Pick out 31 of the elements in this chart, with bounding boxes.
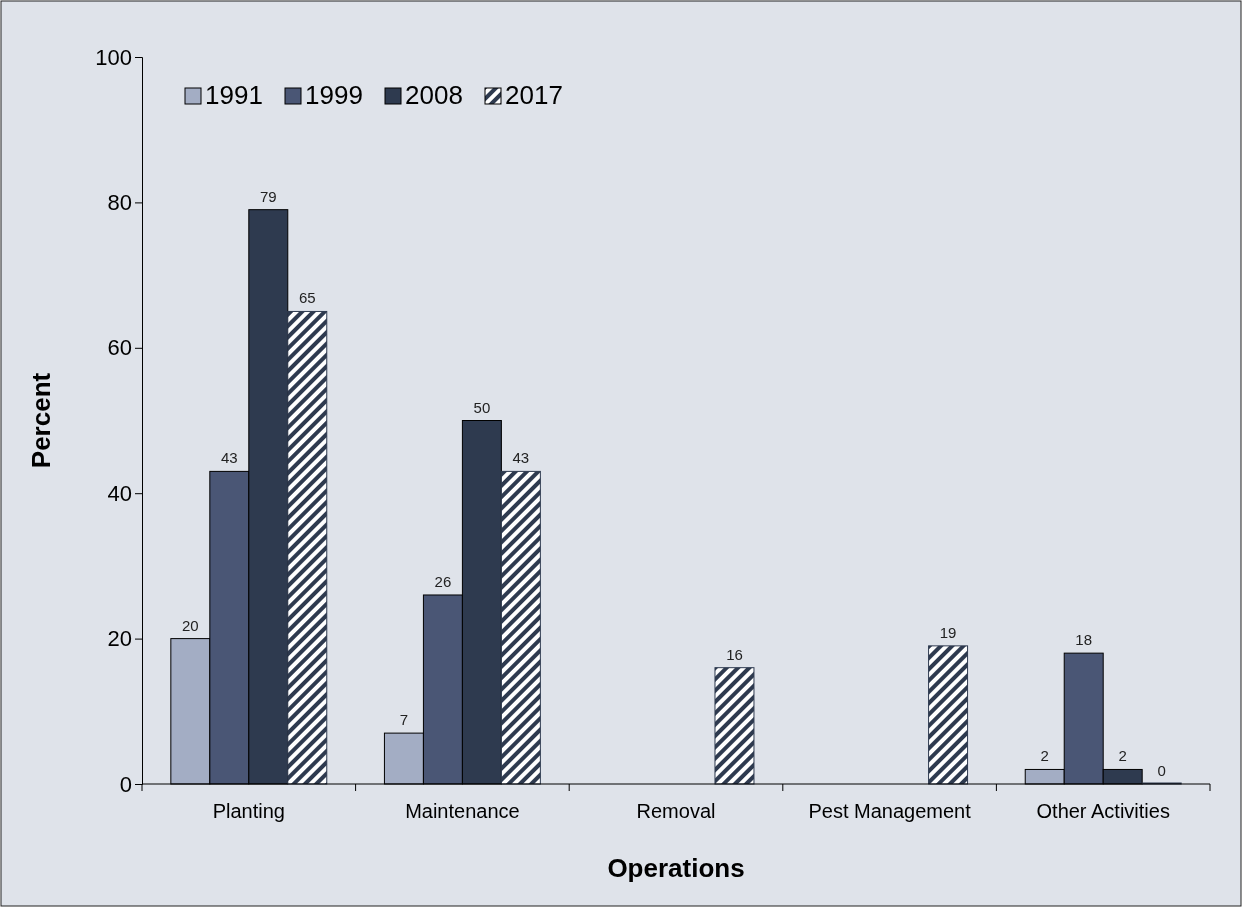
y-tick-label: 20	[107, 626, 132, 652]
data-label: 43	[220, 449, 238, 467]
data-label: 79	[259, 187, 277, 205]
data-label: 50	[473, 398, 491, 416]
data-label: 43	[512, 449, 530, 467]
x-tick-label: Removal	[636, 800, 716, 823]
legend-label: 1991	[205, 80, 263, 110]
y-tick-label: 0	[119, 771, 132, 797]
y-tick-label: 80	[107, 189, 132, 215]
legend-label: 2017	[505, 80, 563, 110]
y-tick-label: 60	[107, 335, 132, 361]
y-tick-label: 100	[95, 44, 132, 70]
data-label: 7	[399, 711, 409, 729]
y-tick-label: 40	[107, 480, 132, 506]
x-axis-title: Operations	[607, 853, 745, 883]
data-label: 19	[939, 623, 957, 641]
legend-label: 2008	[405, 80, 463, 110]
data-label: 18	[1075, 631, 1093, 649]
data-label: 2	[1040, 747, 1049, 765]
data-label: 26	[434, 572, 452, 590]
legend-label: 1999	[305, 80, 363, 110]
x-tick-label: Maintenance	[405, 800, 520, 823]
data-label: 0	[1157, 762, 1166, 779]
data-label: 65	[298, 289, 316, 307]
data-label: 16	[726, 645, 743, 663]
x-tick-label: Pest Management	[808, 800, 972, 823]
data-label: 2	[1118, 747, 1127, 765]
x-tick-label: Other Activities	[1036, 800, 1170, 823]
y-axis-title: Percent	[26, 372, 56, 469]
x-tick-label: Planting	[212, 800, 285, 823]
data-label: 20	[181, 616, 199, 634]
